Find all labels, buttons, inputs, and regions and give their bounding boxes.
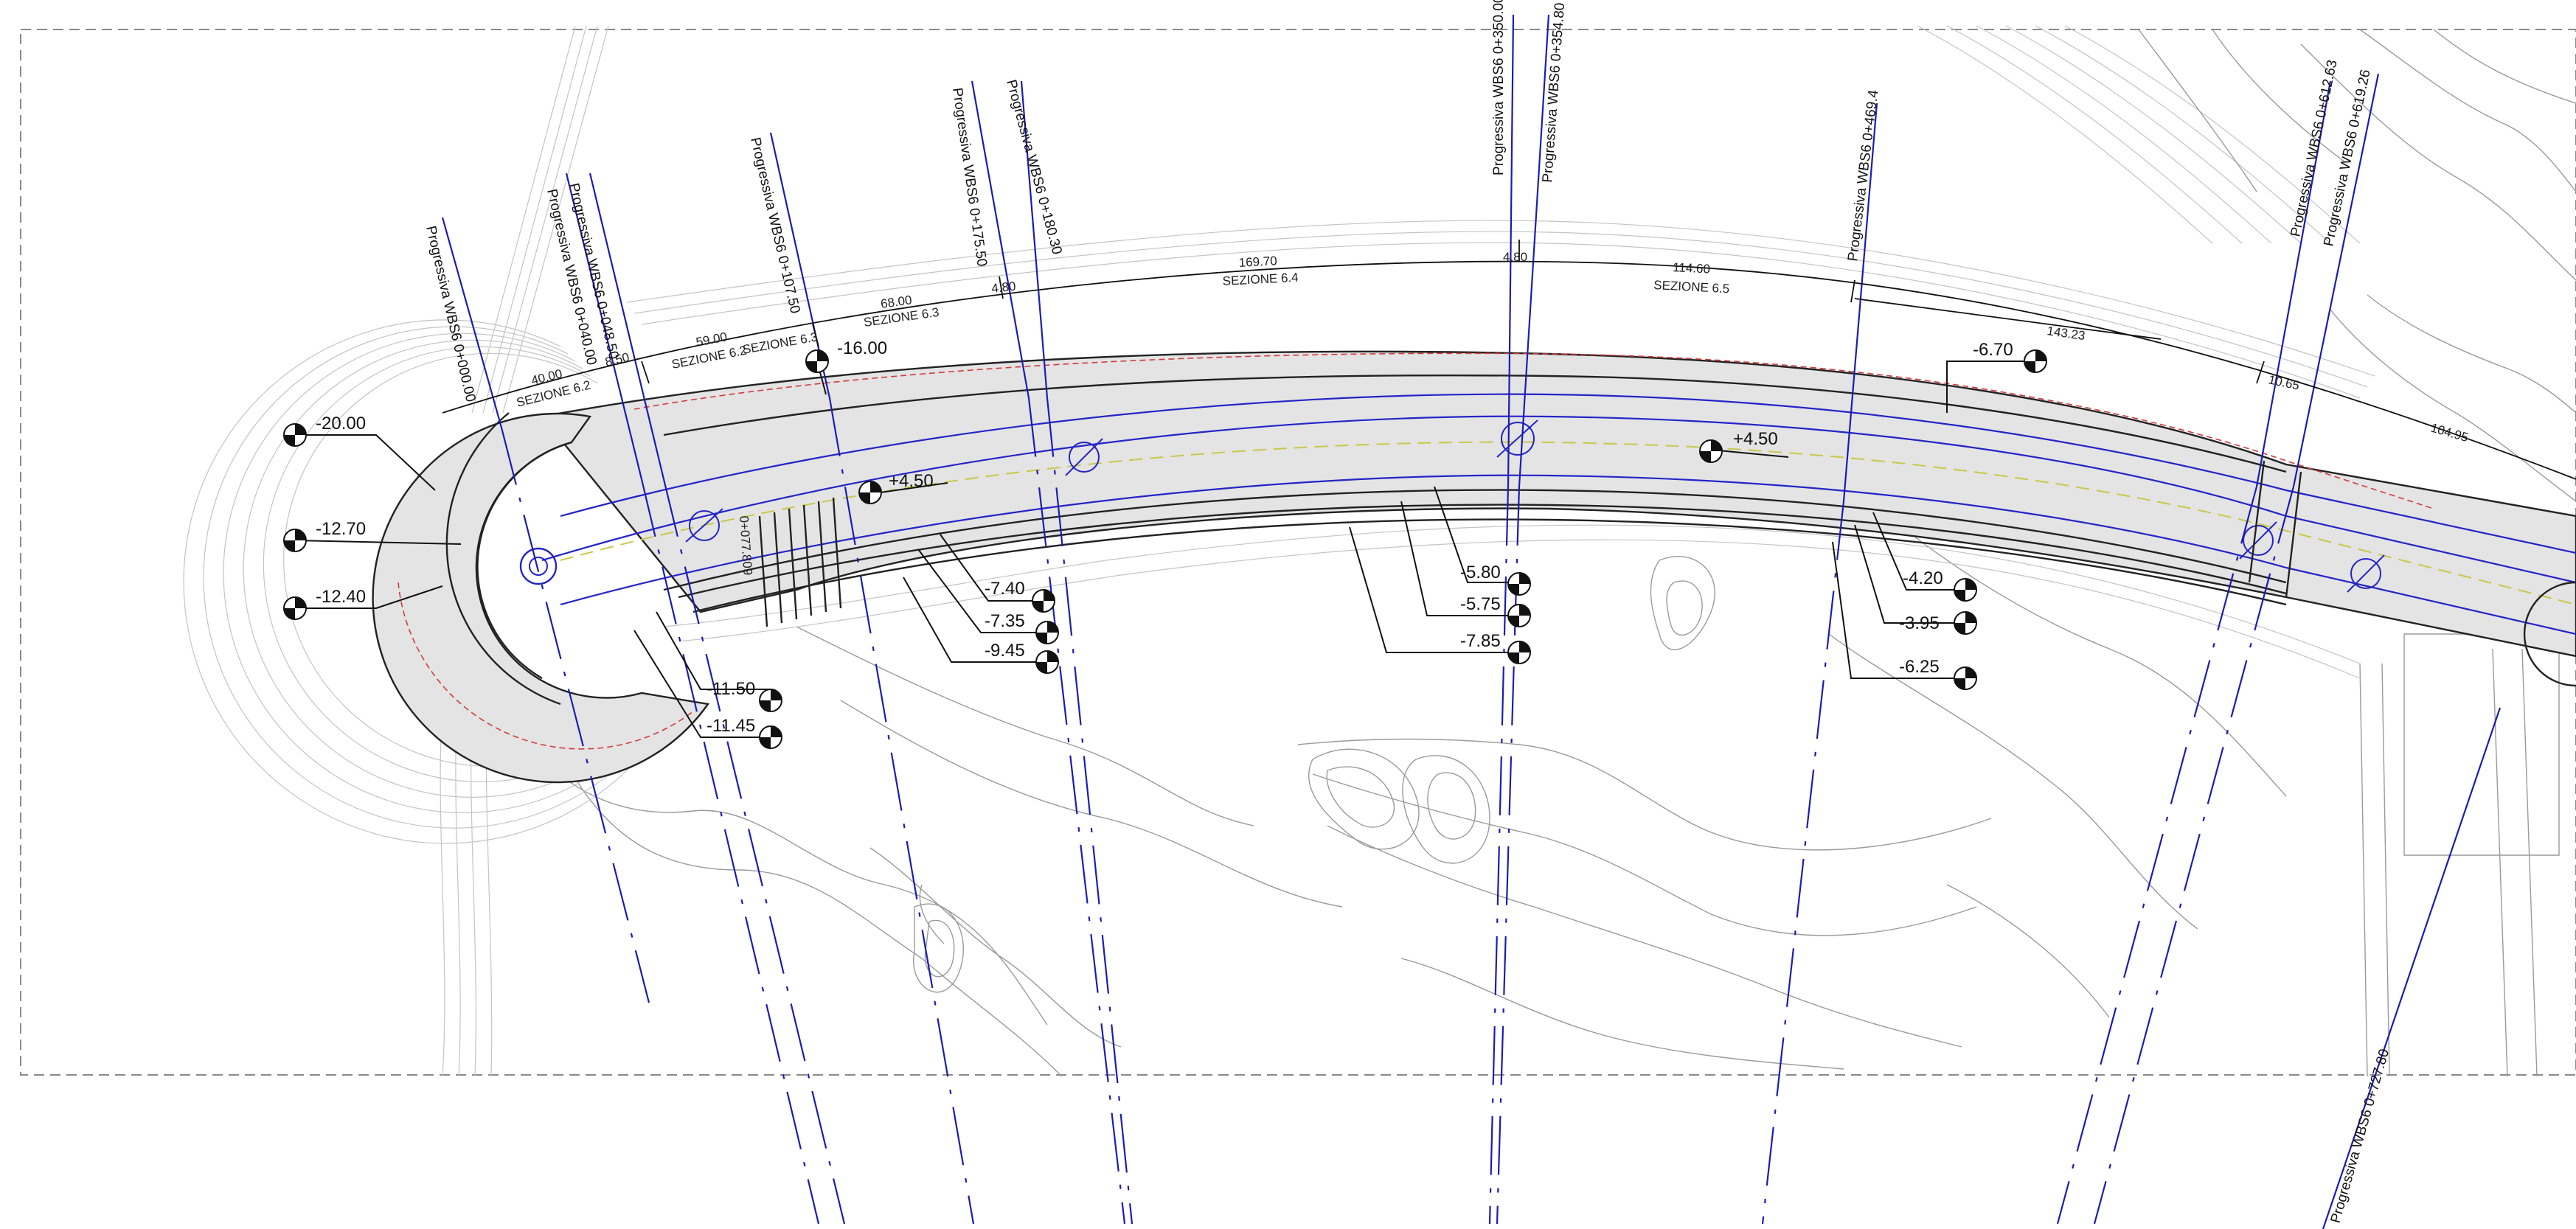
dimension-label: 4.80 [990,279,1016,296]
elev-symbol [1954,611,1977,635]
roundabout-center [519,547,558,585]
progressiva-label: Progressiva WBS6 0+107.50 [747,136,802,315]
elevation-label: -5.80 [1460,563,1501,582]
dimension-label: 40.00 [530,366,563,388]
leaders [294,361,2035,738]
elev-symbol [759,689,782,712]
elevation-label: -11.45 [707,716,755,736]
elev-symbol [1954,666,1977,690]
elevation-label: -6.25 [1899,657,1940,677]
elev-symbol [805,349,829,373]
dimension-label: 169.70 [1238,254,1277,270]
sezione-label: SEZIONE 6.2 [670,344,748,372]
elevation-label: -12.70 [316,519,366,539]
progressiva-label: Progressiva WBS6 0+469.4 [1845,88,1881,262]
sezione-label: SEZIONE 6.4 [1222,271,1299,288]
elevation-label: -3.95 [1899,613,1940,633]
embankment-contours [183,220,2375,844]
elevation-label: -16.00 [837,338,887,358]
elevation-label: +4.50 [889,471,934,491]
roundabout-outer [372,412,710,784]
dimension-label: 114.60 [1673,260,1711,276]
elev-symbol [283,596,307,620]
elev-symbol [2024,349,2047,373]
elevation-label: -5.75 [1460,594,1501,614]
progressiva-label: Progressiva WBS6 0+727.80 [2328,1048,2393,1225]
sezione-label: SEZIONE 6.2 [515,378,592,410]
dimension-label: 59.00 [695,330,728,349]
elevation-symbols [283,349,2047,749]
station-symbols [685,419,2385,593]
elev-symbol [1699,439,1723,463]
progressiva-label: Progressiva WBS6 0+350.00 [1491,0,1507,175]
elevation-label: -20.00 [316,414,366,434]
road-surface [540,350,2576,658]
elevation-label: -7.85 [1460,631,1501,651]
elev-symbol [858,481,882,504]
elev-symbol [1507,604,1531,627]
elev-symbol [1035,650,1059,674]
progressiva-labels: Progressiva WBS6 0+000.00 Progressiva WB… [423,0,2392,1225]
elev-symbol [1954,578,1977,602]
elevation-label: -12.40 [316,587,366,607]
dimension-label: 4.80 [1503,250,1527,264]
elevation-label: -9.45 [985,641,1025,661]
elev-symbol [283,423,307,447]
dimension-label: 143.23 [2046,324,2086,343]
elev-symbol [759,725,782,749]
elev-symbol [1507,641,1531,664]
elevation-label: -11.50 [707,679,755,699]
elev-symbol [1035,621,1059,644]
dimension-label: 68.00 [880,293,913,311]
elev-symbol [1032,589,1055,613]
elev-symbol [1507,572,1531,596]
progressiva-label: Progressiva WBS6 0+175.50 [949,87,990,268]
elevation-label: -7.40 [985,579,1025,599]
elevation-label: +4.50 [1733,429,1778,449]
elevation-label: -4.20 [1903,568,1943,588]
sezione-label: SEZIONE 6.5 [1653,278,1730,296]
dimension-label: 104.95 [2429,421,2470,445]
section-lines [441,14,2502,1229]
elevation-label: -6.70 [1973,340,2013,360]
dimension-arc [442,240,2576,480]
elev-symbol [283,529,307,552]
elevation-labels: -20.00 -12.70 -12.40 -11.50 -11.45 -16.0… [316,338,2013,736]
elevation-label: -7.35 [985,611,1025,631]
